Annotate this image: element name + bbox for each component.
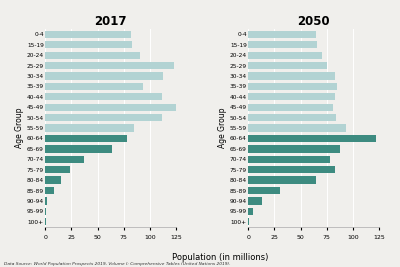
Bar: [248, 72, 335, 80]
Bar: [248, 104, 333, 111]
Bar: [248, 218, 249, 225]
Bar: [248, 166, 335, 173]
Bar: [45, 156, 84, 163]
Bar: [45, 208, 46, 215]
Bar: [45, 124, 134, 132]
Y-axis label: Age Group: Age Group: [15, 108, 24, 148]
Bar: [248, 208, 254, 215]
Bar: [45, 41, 132, 48]
Bar: [248, 135, 376, 142]
Bar: [45, 52, 140, 59]
Bar: [45, 176, 61, 184]
Bar: [45, 72, 162, 80]
Bar: [248, 156, 330, 163]
Bar: [248, 31, 316, 38]
Bar: [45, 104, 176, 111]
Bar: [248, 93, 335, 100]
Bar: [45, 93, 162, 100]
Bar: [45, 145, 112, 152]
Bar: [45, 62, 174, 69]
Bar: [248, 187, 280, 194]
Bar: [248, 176, 316, 184]
Bar: [248, 41, 317, 48]
Text: Population (in millions): Population (in millions): [172, 253, 268, 262]
Title: 2050: 2050: [297, 15, 330, 28]
Bar: [45, 83, 143, 90]
Bar: [248, 52, 322, 59]
Bar: [45, 31, 131, 38]
Y-axis label: Age Group: Age Group: [218, 108, 227, 148]
Bar: [248, 197, 262, 205]
Bar: [45, 166, 70, 173]
Bar: [248, 62, 327, 69]
Text: Data Source: World Population Prospects 2019, Volume I: Comprehensive Tables (Un: Data Source: World Population Prospects …: [4, 262, 231, 266]
Bar: [248, 124, 346, 132]
Bar: [45, 197, 47, 205]
Bar: [248, 83, 337, 90]
Bar: [45, 135, 127, 142]
Bar: [45, 114, 162, 121]
Bar: [248, 114, 336, 121]
Bar: [45, 187, 54, 194]
Title: 2017: 2017: [94, 15, 127, 28]
Bar: [248, 145, 340, 152]
